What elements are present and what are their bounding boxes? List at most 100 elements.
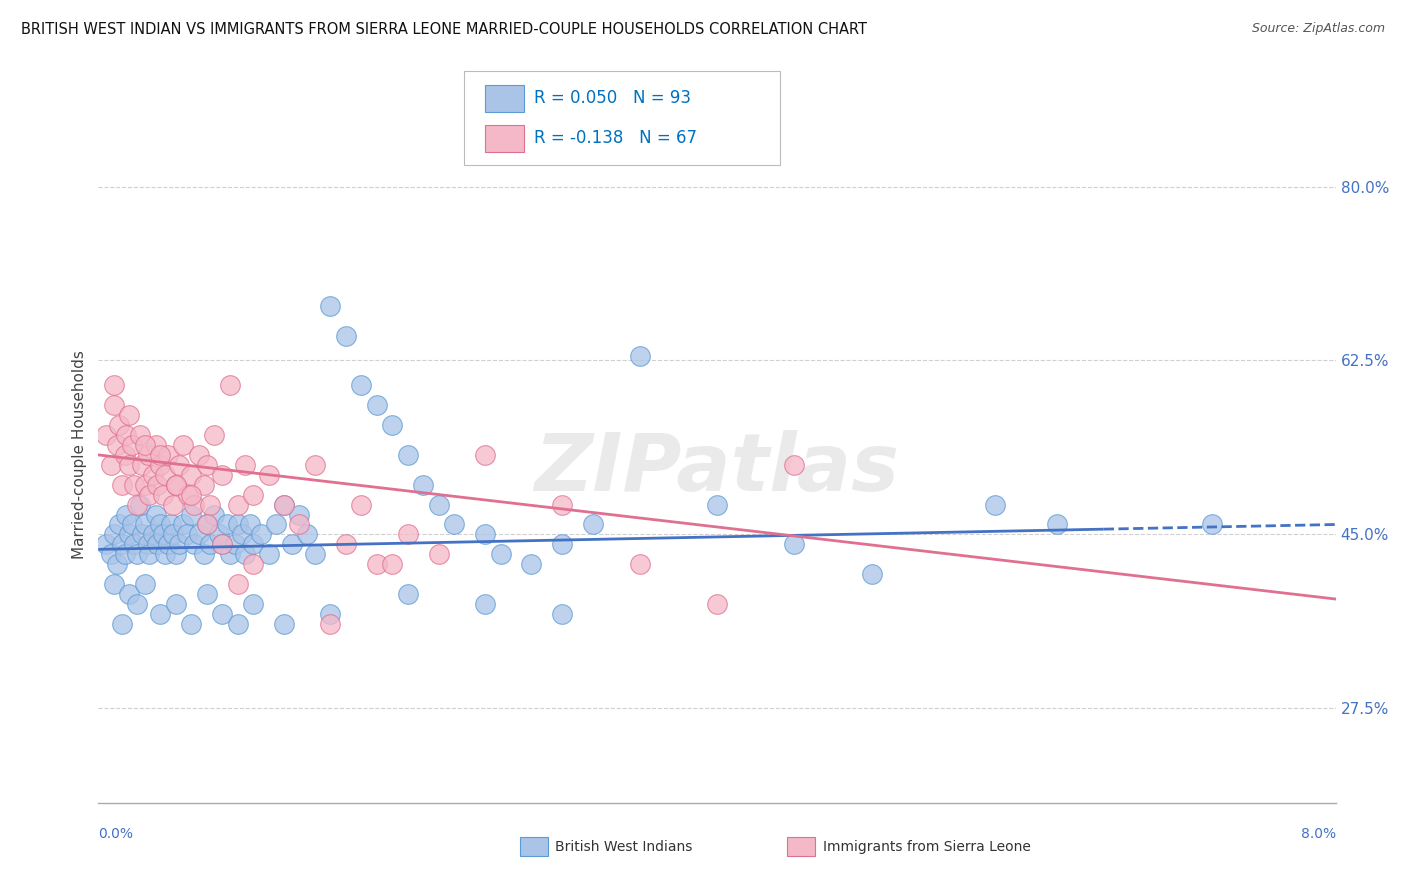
Point bbox=[551, 607, 574, 621]
Point bbox=[105, 438, 128, 452]
Point bbox=[860, 567, 883, 582]
Point bbox=[381, 558, 404, 572]
Point bbox=[235, 458, 257, 472]
Point bbox=[211, 537, 233, 551]
Point bbox=[183, 537, 205, 551]
Point bbox=[366, 398, 388, 412]
Point bbox=[136, 537, 159, 551]
Point bbox=[173, 438, 195, 452]
Point bbox=[131, 527, 153, 541]
Point bbox=[149, 607, 172, 621]
Point bbox=[474, 448, 496, 462]
Point bbox=[114, 547, 136, 561]
Point bbox=[1046, 517, 1069, 532]
Point bbox=[193, 547, 215, 561]
Point bbox=[412, 477, 434, 491]
Point bbox=[96, 537, 118, 551]
Point bbox=[304, 547, 326, 561]
Point bbox=[180, 488, 202, 502]
Point bbox=[118, 458, 141, 472]
Point bbox=[167, 458, 190, 472]
Point bbox=[114, 448, 136, 462]
Point bbox=[180, 467, 202, 482]
Point bbox=[118, 587, 141, 601]
Point bbox=[141, 467, 165, 482]
Point bbox=[165, 477, 187, 491]
Point bbox=[239, 517, 262, 532]
Point bbox=[134, 577, 156, 591]
Point bbox=[138, 547, 160, 561]
Point bbox=[121, 438, 143, 452]
Point bbox=[103, 527, 125, 541]
Point bbox=[131, 458, 153, 472]
Point bbox=[242, 488, 264, 502]
Point bbox=[219, 547, 242, 561]
Point bbox=[107, 418, 129, 433]
Point bbox=[319, 299, 342, 313]
Point bbox=[443, 517, 465, 532]
Point bbox=[273, 616, 295, 631]
Point bbox=[96, 428, 118, 442]
Point bbox=[273, 498, 295, 512]
Point bbox=[235, 547, 257, 561]
Text: BRITISH WEST INDIAN VS IMMIGRANTS FROM SIERRA LEONE MARRIED-COUPLE HOUSEHOLDS CO: BRITISH WEST INDIAN VS IMMIGRANTS FROM S… bbox=[21, 22, 868, 37]
Text: 0.0%: 0.0% bbox=[98, 827, 134, 841]
Point bbox=[188, 448, 211, 462]
Point bbox=[226, 517, 249, 532]
Point bbox=[105, 558, 128, 572]
Point bbox=[134, 477, 156, 491]
Point bbox=[134, 517, 156, 532]
Point bbox=[783, 537, 806, 551]
Point bbox=[288, 517, 311, 532]
Text: British West Indians: British West Indians bbox=[555, 839, 693, 854]
Text: R = 0.050   N = 93: R = 0.050 N = 93 bbox=[534, 89, 692, 107]
Point bbox=[984, 498, 1007, 512]
Point bbox=[350, 498, 373, 512]
Point bbox=[381, 418, 404, 433]
Point bbox=[1201, 517, 1223, 532]
Text: R = -0.138   N = 67: R = -0.138 N = 67 bbox=[534, 129, 697, 147]
Point bbox=[231, 527, 253, 541]
Point bbox=[396, 448, 419, 462]
Point bbox=[149, 448, 172, 462]
Point bbox=[118, 527, 141, 541]
Point bbox=[242, 537, 264, 551]
Point bbox=[551, 498, 574, 512]
Point bbox=[111, 616, 134, 631]
Point bbox=[582, 517, 605, 532]
Point bbox=[297, 527, 319, 541]
Point bbox=[335, 537, 357, 551]
Point bbox=[193, 477, 215, 491]
Point bbox=[257, 547, 280, 561]
Point bbox=[489, 547, 512, 561]
Point bbox=[427, 498, 450, 512]
Point bbox=[195, 517, 218, 532]
Point bbox=[551, 537, 574, 551]
Point bbox=[152, 488, 174, 502]
Point bbox=[127, 498, 149, 512]
Point bbox=[165, 597, 187, 611]
Point bbox=[204, 428, 226, 442]
Point bbox=[129, 498, 152, 512]
Point bbox=[173, 517, 195, 532]
Point bbox=[129, 428, 152, 442]
Text: ZIPatlas: ZIPatlas bbox=[534, 430, 900, 508]
Point bbox=[396, 587, 419, 601]
Point bbox=[226, 577, 249, 591]
Point bbox=[226, 616, 249, 631]
Point bbox=[211, 607, 233, 621]
Point bbox=[145, 508, 167, 522]
Point bbox=[335, 328, 357, 343]
Point bbox=[118, 408, 141, 422]
Point bbox=[396, 527, 419, 541]
Point bbox=[111, 537, 134, 551]
Point bbox=[474, 527, 496, 541]
Point bbox=[366, 558, 388, 572]
Point bbox=[149, 458, 172, 472]
Point bbox=[146, 477, 169, 491]
Point bbox=[103, 577, 125, 591]
Point bbox=[141, 527, 165, 541]
Point bbox=[319, 607, 342, 621]
Point bbox=[103, 378, 125, 392]
Point bbox=[111, 477, 134, 491]
